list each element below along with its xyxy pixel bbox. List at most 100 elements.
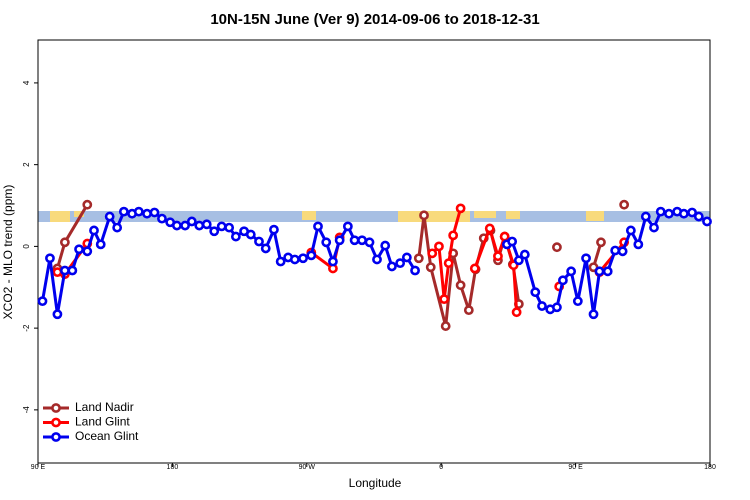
data-point xyxy=(380,240,391,251)
data-point xyxy=(619,199,630,210)
x-tick-label: 180 xyxy=(167,464,179,471)
data-point xyxy=(687,207,697,218)
data-point xyxy=(95,239,106,250)
data-point xyxy=(275,256,286,267)
data-point xyxy=(142,208,152,219)
data-point xyxy=(443,258,454,269)
data-point xyxy=(74,244,84,255)
data-point xyxy=(209,226,220,237)
data-point xyxy=(401,252,412,263)
data-point xyxy=(269,224,279,235)
data-point xyxy=(82,246,93,257)
series-line xyxy=(57,207,626,313)
data-point xyxy=(313,221,323,232)
data-point xyxy=(602,266,613,277)
data-point xyxy=(455,203,466,214)
data-point xyxy=(511,307,522,318)
data-point xyxy=(328,256,338,267)
data-point xyxy=(484,223,495,234)
data-point xyxy=(45,253,55,264)
data-point xyxy=(410,265,420,276)
data-point xyxy=(552,242,562,253)
data-point xyxy=(693,211,704,222)
x-tick-label: 0 xyxy=(439,464,443,471)
data-point xyxy=(649,222,659,233)
data-point xyxy=(289,254,300,265)
data-point xyxy=(440,321,451,331)
data-point xyxy=(157,213,167,224)
data-point xyxy=(463,305,474,316)
data-point xyxy=(298,253,308,264)
data-point xyxy=(588,309,599,320)
data-point xyxy=(702,216,712,227)
data-point xyxy=(434,241,444,252)
data-point xyxy=(171,220,182,231)
data-point xyxy=(67,265,78,276)
x-tick-label: 90 E xyxy=(31,464,46,471)
data-point xyxy=(82,199,93,210)
legend-label: Land Glint xyxy=(75,415,130,429)
data-point xyxy=(439,294,450,305)
data-point xyxy=(180,220,190,231)
data-point xyxy=(610,245,621,256)
data-point xyxy=(104,211,115,222)
data-point xyxy=(655,206,666,217)
data-point xyxy=(455,280,466,291)
y-tick-label: 2 xyxy=(22,162,31,167)
data-point xyxy=(427,248,438,259)
data-point xyxy=(419,210,429,221)
legend-marker xyxy=(51,403,61,413)
data-point xyxy=(395,258,406,269)
data-point xyxy=(558,275,568,286)
data-point xyxy=(334,235,345,246)
data-point xyxy=(364,237,375,248)
data-point xyxy=(342,221,353,232)
data-point xyxy=(37,296,48,307)
data-point xyxy=(118,206,129,217)
data-point xyxy=(493,251,503,262)
data-point xyxy=(530,287,541,298)
data-point xyxy=(372,254,382,265)
data-point xyxy=(499,231,510,242)
data-point xyxy=(625,225,636,236)
data-point xyxy=(387,261,397,272)
data-point xyxy=(349,235,360,246)
data-point xyxy=(59,265,70,276)
data-point xyxy=(469,263,480,274)
legend-marker xyxy=(51,432,61,442)
data-point xyxy=(186,216,197,227)
data-point xyxy=(89,225,99,236)
y-tick-label: -4 xyxy=(22,406,31,414)
data-point xyxy=(357,235,367,246)
legend-label: Land Nadir xyxy=(75,400,134,414)
data-point xyxy=(149,207,160,218)
data-point xyxy=(566,266,577,277)
data-point xyxy=(425,262,436,273)
data-point xyxy=(552,302,562,313)
y-axis-label: XCO2 - MLO trend (ppm) xyxy=(1,185,15,320)
data-point xyxy=(260,243,271,254)
data-point xyxy=(133,206,144,217)
legend-marker xyxy=(51,417,61,428)
data-point xyxy=(59,237,70,248)
x-tick-label: 90 W xyxy=(299,464,316,471)
data-point xyxy=(513,255,524,266)
land-sea-strip xyxy=(38,211,710,222)
legend-label: Ocean Glint xyxy=(75,429,139,443)
data-point xyxy=(594,266,605,277)
data-point xyxy=(52,267,63,278)
data-point xyxy=(216,221,227,232)
data-point xyxy=(245,229,256,240)
x-axis-label: Longitude xyxy=(349,476,402,490)
data-point xyxy=(507,236,518,247)
data-point xyxy=(201,219,212,230)
plot-frame xyxy=(37,39,711,464)
y-tick-label: 0 xyxy=(22,244,31,249)
data-point xyxy=(194,220,205,231)
chart-title: 10N-15N June (Ver 9) 2014-09-06 to 2018-… xyxy=(210,11,539,28)
data-point xyxy=(617,246,628,257)
data-point xyxy=(254,236,264,247)
data-point xyxy=(52,309,63,320)
data-point xyxy=(678,208,689,219)
